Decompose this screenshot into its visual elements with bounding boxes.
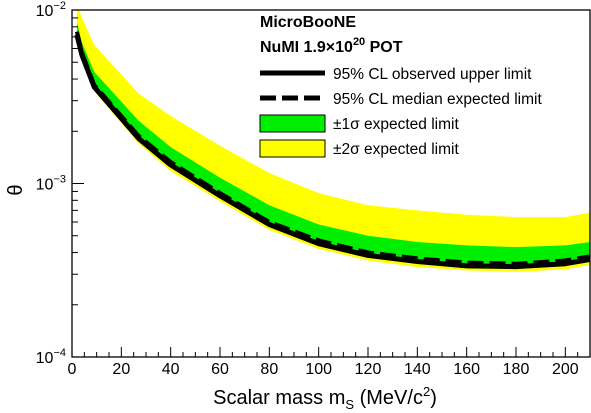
y-tick-label: 10−4 [36, 347, 66, 367]
y-tick-label-exponent: −4 [53, 347, 66, 359]
x-axis-label-subscript: S [345, 397, 354, 412]
legend-title-exposure-superscript: 20 [353, 36, 365, 48]
legend-label-expected: 95% CL median expected limit [333, 91, 542, 108]
x-axis-label-main: Scalar mass m [213, 387, 345, 409]
y-tick-label-exponent: −2 [53, 0, 66, 12]
y-tick-label-exponent: −3 [53, 174, 66, 186]
x-tick-label: 80 [260, 361, 278, 378]
x-axis-label-unit-close: ) [430, 387, 437, 409]
legend-title-exposure: NuMI 1.9×1020 POT [260, 36, 403, 56]
expected-limit-line [74, 31, 590, 266]
legend: MicroBooNE NuMI 1.9×1020 POT 95% CL obse… [259, 14, 542, 158]
x-tick-label: 100 [305, 361, 332, 378]
legend-title-exposure-main: NuMI 1.9×10 [260, 39, 353, 56]
y-axis-label-text: θ [5, 184, 27, 195]
x-tick-label: 120 [355, 361, 382, 378]
legend-label-1sigma: ±1σ expected limit [333, 116, 459, 133]
plot-background [72, 10, 590, 357]
x-axis-label-unit-superscript: 2 [423, 384, 430, 399]
y-tick-label-base: 10 [36, 177, 54, 194]
x-tick-label: 200 [552, 361, 579, 378]
y-tick-label: 10−3 [36, 174, 66, 194]
band-2sigma [76, 10, 590, 272]
legend-title-exposure-unit: POT [365, 39, 403, 56]
legend-label-observed: 95% CL observed upper limit [333, 66, 532, 83]
x-tick-label: 160 [453, 361, 480, 378]
x-tick-label: 180 [503, 361, 530, 378]
legend-title-experiment: MicroBooNE [260, 14, 356, 31]
x-axis-label-unit-open: (MeV/c [354, 387, 423, 409]
plot-area [74, 10, 590, 272]
x-tick-label: 20 [112, 361, 130, 378]
y-tick-label-base: 10 [36, 350, 54, 367]
x-tick-label: 60 [211, 361, 229, 378]
x-axis-label: Scalar mass mS (MeV/c2) [213, 384, 437, 412]
x-tick-label: 140 [404, 361, 431, 378]
x-tick-label: 40 [162, 361, 180, 378]
legend-swatch-2sigma [259, 139, 326, 158]
axes [71, 9, 591, 358]
legend-label-2sigma: ±2σ expected limit [333, 141, 459, 158]
legend-swatch-1sigma [259, 114, 326, 133]
x-tick-label: 0 [68, 361, 77, 378]
y-tick-label: 10−2 [36, 0, 66, 20]
y-axis-label: θ [5, 184, 27, 195]
y-tick-label-base: 10 [36, 3, 54, 20]
